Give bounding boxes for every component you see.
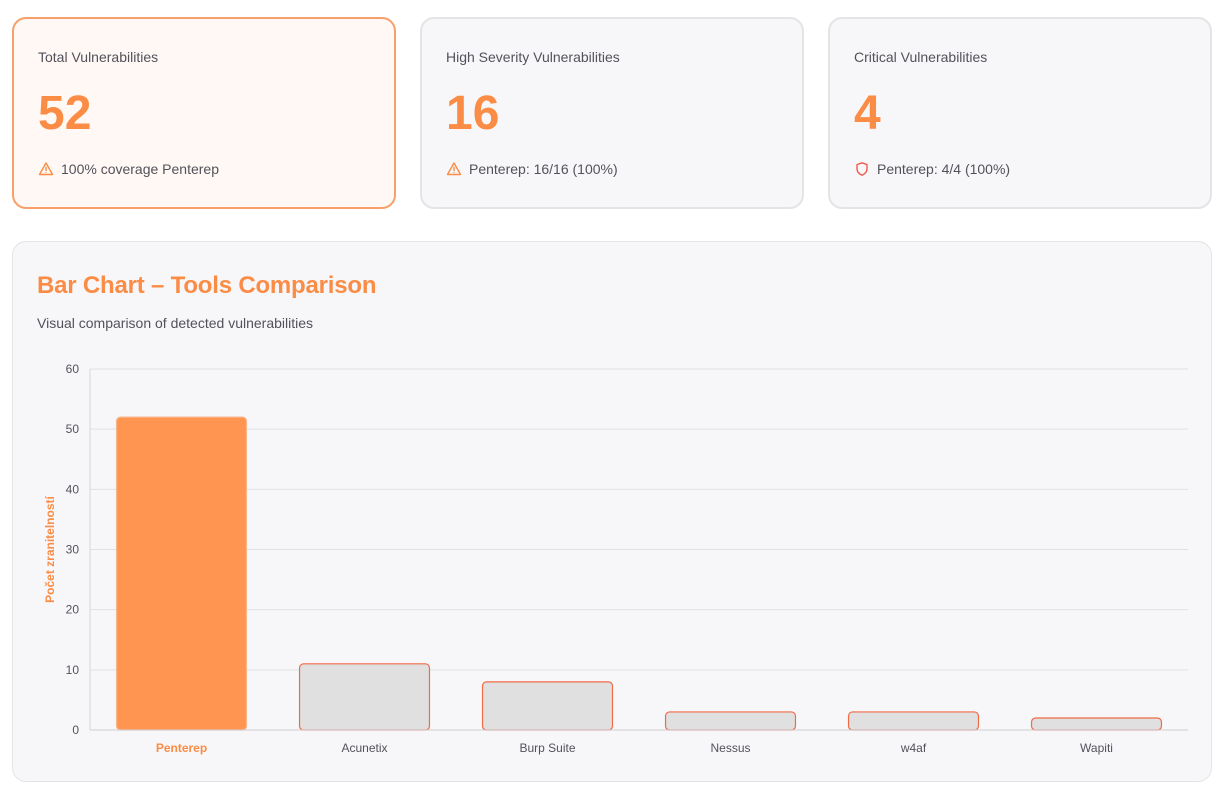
high-severity-card[interactable]: High Severity Vulnerabilities 16 Pentere… [420, 17, 804, 209]
card-footer: Penterep: 4/4 (100%) [854, 159, 1186, 179]
y-tick-label: 40 [66, 482, 80, 496]
bar-w4af [847, 711, 980, 731]
y-tick-label: 10 [66, 663, 80, 677]
x-tick-label: w4af [900, 741, 927, 755]
y-tick-label: 60 [66, 362, 80, 376]
x-tick-label: Acunetix [341, 741, 387, 755]
card-footer: Penterep: 16/16 (100%) [446, 159, 778, 179]
total-vulnerabilities-card[interactable]: Total Vulnerabilities 52 100% coverage P… [12, 17, 396, 209]
y-tick-label: 0 [72, 723, 79, 737]
warning-triangle-icon [446, 162, 462, 176]
x-tick-label: Nessus [710, 741, 750, 755]
y-axis-label: Počet zranitelností [43, 495, 57, 602]
chart-title: Bar Chart – Tools Comparison [37, 272, 377, 299]
bar-wapiti [1030, 717, 1163, 731]
critical-vulnerabilities-card[interactable]: Critical Vulnerabilities 4 Penterep: 4/4… [828, 17, 1212, 209]
bar-burp-suite [481, 681, 614, 731]
chart-panel: Bar Chart – Tools Comparison Visual comp… [12, 241, 1212, 782]
chart-subtitle: Visual comparison of detected vulnerabil… [37, 315, 314, 331]
bar-penterep [115, 416, 248, 731]
bar-nessus [664, 711, 797, 731]
bar-acunetix [298, 663, 431, 731]
x-tick-label: Penterep [156, 741, 207, 755]
y-tick-label: 30 [66, 543, 80, 557]
card-value: 52 [38, 87, 92, 140]
card-footer: 100% coverage Penterep [38, 159, 370, 179]
warning-triangle-icon [38, 162, 54, 176]
y-tick-label: 50 [66, 422, 80, 436]
card-footer-text: Penterep: 4/4 (100%) [877, 161, 1011, 177]
card-footer-text: 100% coverage Penterep [61, 161, 219, 177]
x-tick-label: Wapiti [1080, 741, 1113, 755]
summary-cards: Total Vulnerabilities 52 100% coverage P… [12, 17, 1212, 209]
shield-icon [856, 162, 868, 176]
x-tick-label: Burp Suite [519, 741, 575, 755]
card-value: 4 [854, 87, 881, 140]
card-label: Total Vulnerabilities [38, 49, 159, 65]
card-footer-text: Penterep: 16/16 (100%) [469, 161, 618, 177]
card-label: High Severity Vulnerabilities [446, 49, 620, 65]
bar-chart: 0 10 20 30 40 50 60 Počet zranitelností Penterep… [43, 362, 1188, 755]
y-tick-label: 20 [66, 603, 80, 617]
card-value: 16 [446, 87, 500, 140]
card-label: Critical Vulnerabilities [854, 49, 988, 65]
